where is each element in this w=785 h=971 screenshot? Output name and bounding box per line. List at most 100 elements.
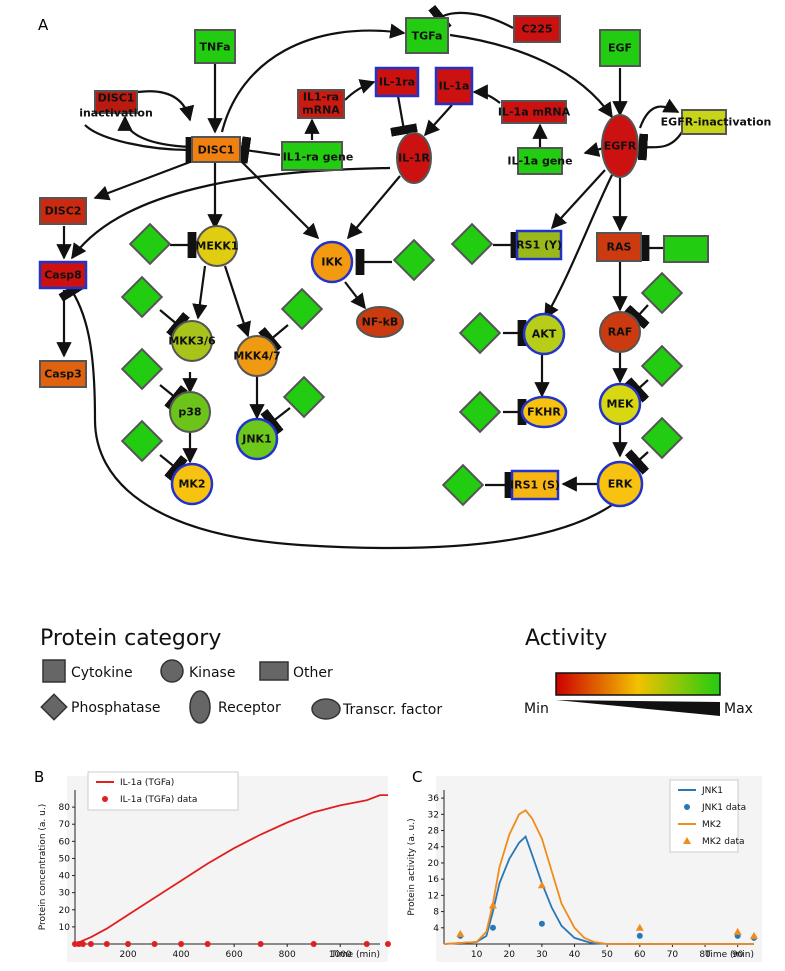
chart-c-xtick-label: 10	[471, 950, 483, 960]
node-il1a-gene[interactable]: IL-1a gene	[507, 147, 573, 175]
legend-phosphatase: Phosphatase	[71, 700, 161, 716]
legend-tf: Transcr. factor	[342, 702, 442, 718]
chart-c-xtick-label: 40	[569, 950, 581, 960]
svg-text:IL-1a mRNA: IL-1a mRNA	[498, 106, 571, 119]
phosphatase-mkk47	[280, 287, 324, 331]
chart-c-legend-swatch	[683, 837, 691, 844]
phosphatase-mk2	[120, 419, 164, 463]
legend-phosphatase-shape	[40, 693, 68, 721]
chart-b-ytick-label: 10	[59, 923, 71, 933]
node-disc2[interactable]: DISC2	[39, 197, 87, 225]
phosphatase-nodes	[120, 222, 684, 507]
svg-text:Casp8: Casp8	[44, 269, 82, 282]
chart-b-point	[87, 941, 94, 947]
node-irs1y[interactable]: IRS1 (Y)	[512, 229, 563, 261]
legend-other-shape	[259, 661, 289, 681]
chart-b-point	[125, 941, 132, 947]
node-p38[interactable]: p38	[169, 391, 211, 433]
node-mkk36[interactable]: MKK3/6	[168, 320, 216, 362]
chart-b-legend-label: IL-1a (TGFa)	[120, 778, 174, 788]
chart-b-xtick-label: 400	[172, 950, 189, 960]
node-il1ra[interactable]: IL-1ra	[374, 66, 420, 98]
node-mk2[interactable]: MK2	[170, 462, 214, 506]
chart-c-ytick-label: 32	[428, 810, 439, 820]
chart-b-ytick-label: 40	[59, 872, 71, 882]
svg-text:C225: C225	[521, 23, 552, 36]
phosphatase-mkk36	[120, 275, 164, 319]
legend-category-title: Protein category	[40, 626, 221, 651]
node-il1ra-gene[interactable]: IL1-ra gene	[281, 141, 354, 171]
svg-text:IL-1a: IL-1a	[439, 80, 470, 93]
node-mkk47[interactable]: MKK4/7	[233, 335, 281, 377]
edge-disc1-tgfa	[220, 23, 406, 133]
chart-c-ytick-label: 8	[433, 908, 439, 918]
edge-il1ragene-disc1	[238, 136, 281, 164]
node-irs1s[interactable]: IRS1 (S)	[510, 469, 560, 501]
node-tnfa[interactable]: TNFa	[194, 29, 236, 64]
node-tgfa[interactable]: TGFa	[405, 17, 449, 54]
node-fkhr[interactable]: FKHR	[520, 395, 568, 429]
chart-b-point	[310, 941, 317, 947]
network-nodes: TNFa TGFa C225 EGF DISC1 inactivation IL1…	[38, 15, 772, 508]
chart-c-xtick-label: 20	[504, 950, 516, 960]
chart-c-ytick-label: 4	[433, 924, 439, 934]
chart-b-point	[103, 941, 110, 947]
node-ras-inhibitor[interactable]	[663, 235, 709, 263]
chart-c-xtick-label: 30	[536, 950, 548, 960]
chart-b-xtick-label: 200	[119, 950, 136, 960]
node-erk[interactable]: ERK	[596, 460, 644, 508]
chart-b-point	[204, 941, 211, 947]
chart-b-legend: IL-1a (TGFa) IL-1a (TGFa) data	[87, 771, 239, 811]
chart-b-legend-label: IL-1a (TGFa) data	[120, 795, 197, 805]
network-edges	[56, 4, 683, 550]
svg-text:IL1-ra: IL1-ra	[303, 91, 339, 104]
node-disc1-inactivation[interactable]: DISC1 inactivation	[79, 90, 153, 120]
node-akt[interactable]: AKT	[522, 312, 566, 356]
node-ikk[interactable]: IKK	[310, 240, 354, 284]
chart-b-xtick-label: 600	[226, 950, 243, 960]
svg-text:IRS1 (S): IRS1 (S)	[510, 479, 560, 492]
chart-c-ytick-label: 36	[428, 794, 440, 804]
svg-text:IL-1ra: IL-1ra	[379, 76, 415, 89]
node-mekk1[interactable]: MEKK1	[195, 225, 239, 267]
activity-wedge	[556, 700, 720, 716]
node-casp3[interactable]: Casp3	[39, 360, 87, 388]
chart-c-legend-label: MK2 data	[702, 837, 745, 847]
node-c225[interactable]: C225	[513, 15, 561, 43]
node-raf[interactable]: RAF	[599, 311, 641, 353]
edge-c225-tgfa	[428, 4, 514, 32]
node-egfr[interactable]: EGFR	[601, 114, 639, 178]
edge-mekk1-mkk47	[223, 265, 251, 338]
phosphatase-raf	[640, 271, 684, 315]
svg-text:EGF: EGF	[608, 42, 632, 55]
node-mek[interactable]: MEK	[598, 382, 642, 426]
legend-max: Max	[724, 701, 753, 717]
node-il1a[interactable]: IL-1a	[434, 66, 474, 106]
node-casp8[interactable]: Casp8	[38, 260, 88, 290]
chart-c-legend-label: JNK1	[701, 786, 723, 796]
node-ras[interactable]: RAS	[596, 232, 642, 262]
edge-egfrinact-egfr	[637, 131, 683, 161]
chart-c-xtick-label: 60	[634, 950, 646, 960]
node-disc1[interactable]: DISC1	[191, 136, 241, 163]
node-egfr-inactivation[interactable]: EGFR-inactivation	[661, 109, 772, 135]
edge-disc1-ikk	[239, 159, 320, 240]
node-nfkb[interactable]: NF-kB	[356, 306, 404, 338]
phosphatase-mekk1	[128, 222, 172, 266]
node-egf[interactable]: EGF	[599, 29, 641, 67]
svg-text:NF-kB: NF-kB	[362, 316, 399, 329]
chart-c-xlabel: Time (min)	[704, 950, 754, 960]
chart-c-xtick-label: 70	[667, 950, 679, 960]
chart-c-ytick-label: 28	[428, 827, 440, 837]
chart-b-ytick-label: 50	[59, 854, 71, 864]
edge-il1a-il1r	[423, 104, 453, 137]
node-jnk1[interactable]: JNK1	[235, 417, 279, 461]
node-il1r[interactable]: IL-1R	[396, 132, 432, 184]
legend-tf-shape	[311, 698, 341, 720]
edge-egfr-egfrinact	[638, 98, 680, 129]
node-il1a-mrna[interactable]: IL-1a mRNA	[498, 100, 571, 124]
svg-text:FKHR: FKHR	[527, 406, 561, 419]
svg-text:IL1-ra gene: IL1-ra gene	[283, 151, 354, 164]
